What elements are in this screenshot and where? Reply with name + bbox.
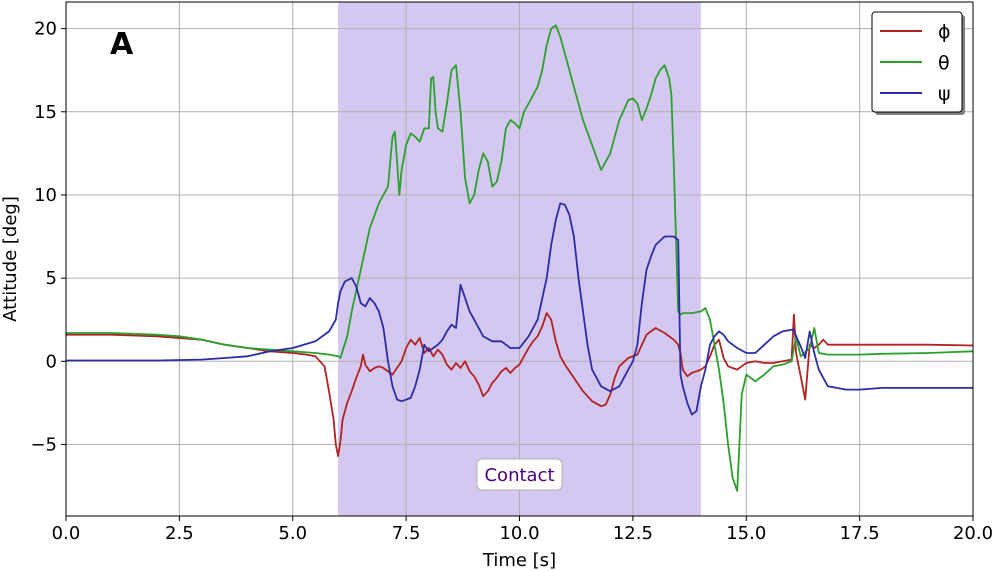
x-tick-label: 2.5 (165, 523, 194, 544)
panel-label: A (110, 27, 134, 62)
legend-theta-label: θ (938, 52, 950, 74)
x-tick-label: 0.0 (52, 523, 81, 544)
contact-label: Contact (476, 458, 563, 491)
x-tick-label: 12.5 (613, 523, 653, 544)
contact-label-box (476, 458, 563, 491)
contact-label-text: Contact (484, 465, 554, 486)
x-axis: 0.0 2.5 5.0 7.5 10.0 12.5 15.0 17.5 20.0 (52, 516, 993, 544)
y-tick-label: 20 (34, 19, 57, 40)
x-tick-label: 15.0 (726, 523, 766, 544)
y-tick-label: 5 (46, 268, 57, 289)
series-psi-line (66, 202, 973, 416)
series-phi-line (66, 312, 973, 458)
y-tick-label: 15 (34, 102, 57, 123)
grid (65, 2, 974, 516)
legend-phi-label: ϕ (938, 21, 951, 43)
y-tick-label: 10 (34, 185, 57, 206)
x-tick-label: 7.5 (392, 523, 421, 544)
legend-psi-label: ψ (938, 83, 951, 105)
y-axis: −5 0 5 10 15 20 (30, 19, 66, 455)
y-tick-label: 0 (46, 351, 57, 372)
y-tick-label: −5 (30, 434, 57, 455)
x-tick-label: 10.0 (499, 523, 539, 544)
series-layer (66, 24, 973, 492)
x-tick-label: 17.5 (840, 523, 880, 544)
series-theta-line (66, 24, 973, 492)
y-axis-label: Attitude [deg] (0, 196, 21, 322)
x-tick-label: 5.0 (278, 523, 307, 544)
legend: ϕθψ (871, 11, 965, 115)
x-tick-label: 20.0 (953, 523, 993, 544)
x-axis-label: Time [s] (482, 550, 556, 571)
